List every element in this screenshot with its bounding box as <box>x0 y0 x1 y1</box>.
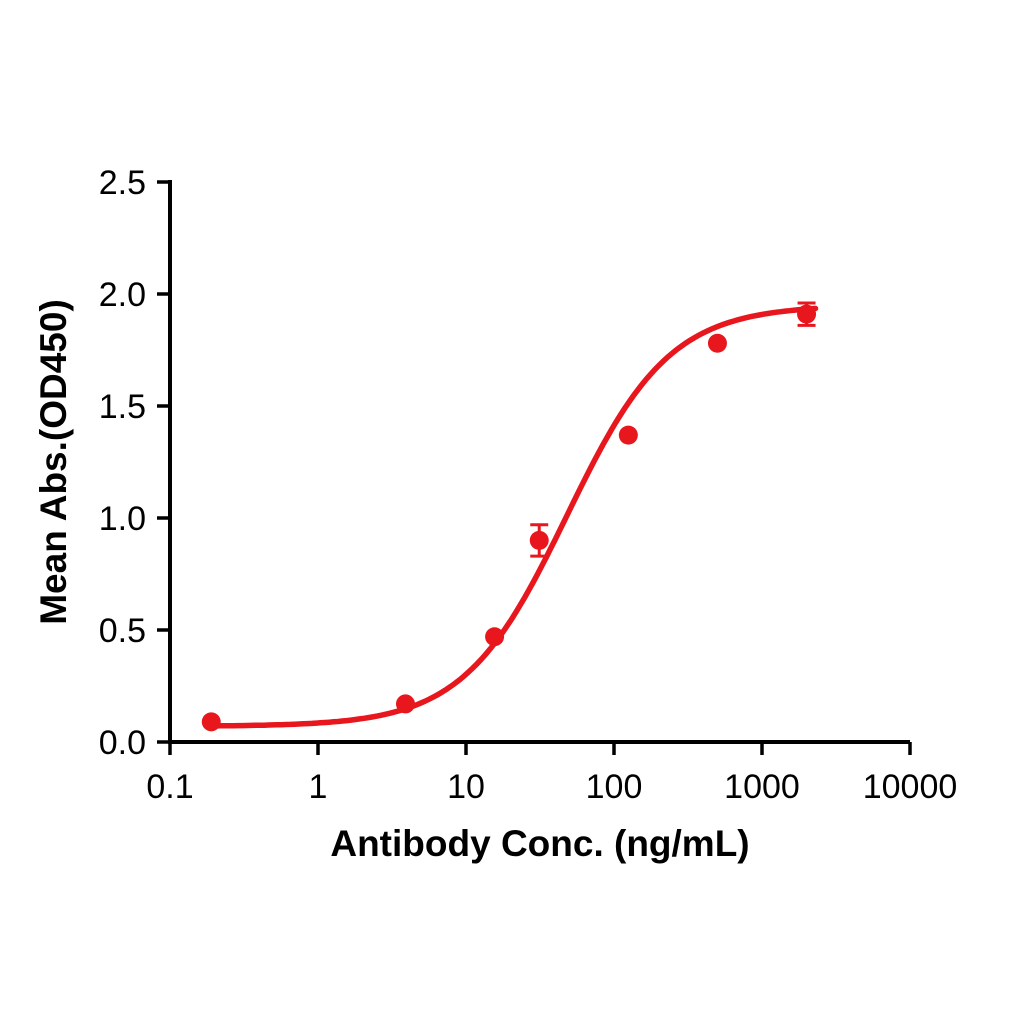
y-axis-title: Mean Abs.(OD450) <box>33 299 74 625</box>
x-tick-label: 10000 <box>863 768 958 806</box>
axes: 0.1 1 10 100 1000 10000 0.0 0.5 1.0 1.5 2.0 2.5 <box>99 164 958 806</box>
data-point <box>395 694 415 714</box>
data-point <box>797 304 817 324</box>
y-tick-label: 1.5 <box>99 388 146 426</box>
data-point <box>707 333 727 353</box>
fit-curve <box>205 305 819 729</box>
y-tick-label: 2.5 <box>99 164 146 202</box>
x-tick-label: 0.1 <box>146 768 193 806</box>
y-tick-label: 0.5 <box>99 612 146 650</box>
x-tick-label: 1 <box>309 768 328 806</box>
data-series <box>201 301 819 732</box>
axis-lines <box>168 180 910 744</box>
y-tick-label: 0.0 <box>99 724 146 762</box>
x-tick-label: 100 <box>586 768 643 806</box>
x-axis-title: Antibody Conc. (ng/mL) <box>330 823 749 864</box>
x-tick-label: 1000 <box>724 768 800 806</box>
y-tick-label: 2.0 <box>99 276 146 314</box>
y-tick-label: 1.0 <box>99 500 146 538</box>
data-point <box>529 530 549 550</box>
data-point <box>485 627 505 647</box>
data-point <box>618 425 638 445</box>
data-point <box>201 712 221 732</box>
x-tick-label: 10 <box>447 768 485 806</box>
